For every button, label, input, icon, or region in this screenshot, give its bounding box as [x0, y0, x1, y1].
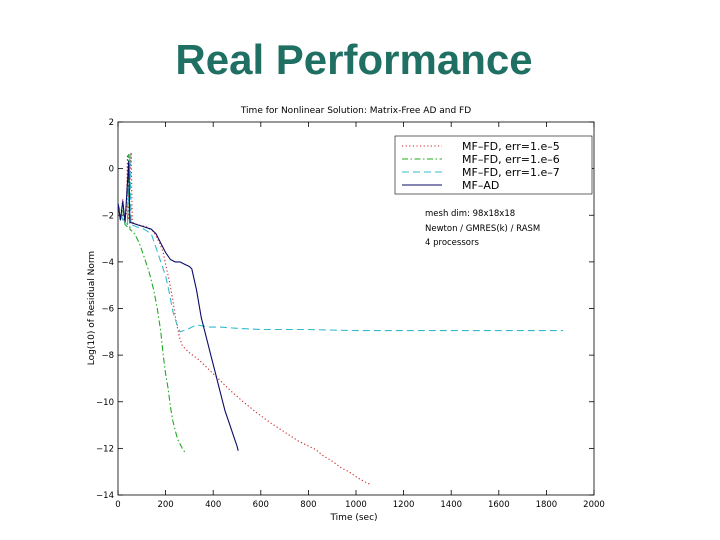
annotation-mesh: mesh dim: 98x18x18	[425, 209, 515, 219]
x-axis-ticks: 0 200 400 600 800 1000 1200 1400 1600 1800 2000	[115, 122, 605, 510]
y-tick-label: −12	[96, 444, 114, 454]
y-tick-label: −10	[96, 398, 114, 408]
y-tick-label: −8	[101, 351, 114, 361]
series-line-1	[117, 151, 371, 485]
legend-label-3: MF–FD, err=1.e–7	[462, 166, 560, 179]
y-tick-label: −4	[101, 258, 114, 268]
y-axis-ticks: 2 0 −2 −4 −6 −8 −10 −12 −14	[96, 118, 594, 501]
annotations: mesh dim: 98x18x18 Newton / GMRES(k) / R…	[425, 209, 540, 248]
annotation-solver: Newton / GMRES(k) / RASM	[425, 224, 540, 234]
y-tick-label: 2	[109, 118, 114, 128]
x-tick-label: 1600	[488, 500, 510, 510]
x-tick-label: 200	[157, 500, 173, 510]
series-line-3	[117, 154, 564, 333]
x-tick-label: 600	[253, 500, 269, 510]
x-tick-label: 1800	[536, 500, 558, 510]
legend: MF–FD, err=1.e–5MF–FD, err=1.e–6MF–FD, e…	[394, 135, 593, 195]
x-tick-label: 2000	[583, 500, 605, 510]
x-tick-label: 0	[115, 500, 120, 510]
x-tick-label: 1200	[393, 500, 415, 510]
x-tick-label: 1000	[345, 500, 367, 510]
x-tick-label: 800	[300, 500, 316, 510]
y-tick-label: −6	[101, 305, 114, 315]
x-axis-label: Time (sec)	[329, 513, 377, 523]
legend-items: MF–FD, err=1.e–5MF–FD, err=1.e–6MF–FD, e…	[402, 140, 560, 192]
y-tick-label: 0	[109, 165, 114, 175]
legend-label-4: MF–AD	[462, 179, 499, 192]
series-line-2	[117, 154, 186, 453]
annotation-processors: 4 processors	[425, 238, 479, 248]
chart-title: Time for Nonlinear Solution: Matrix-Free…	[240, 106, 471, 116]
series-line-4	[117, 161, 239, 451]
slide-title: Real Performance	[175, 36, 533, 83]
y-axis-label: Log(10) of Residual Norm	[87, 251, 97, 365]
legend-label-1: MF–FD, err=1.e–5	[462, 140, 560, 153]
legend-label-2: MF–FD, err=1.e–6	[462, 153, 560, 166]
y-tick-label: −2	[101, 211, 114, 221]
x-tick-label: 400	[205, 500, 221, 510]
series-layer	[117, 151, 564, 485]
x-tick-label: 1400	[440, 500, 462, 510]
y-tick-label: −14	[96, 491, 114, 501]
